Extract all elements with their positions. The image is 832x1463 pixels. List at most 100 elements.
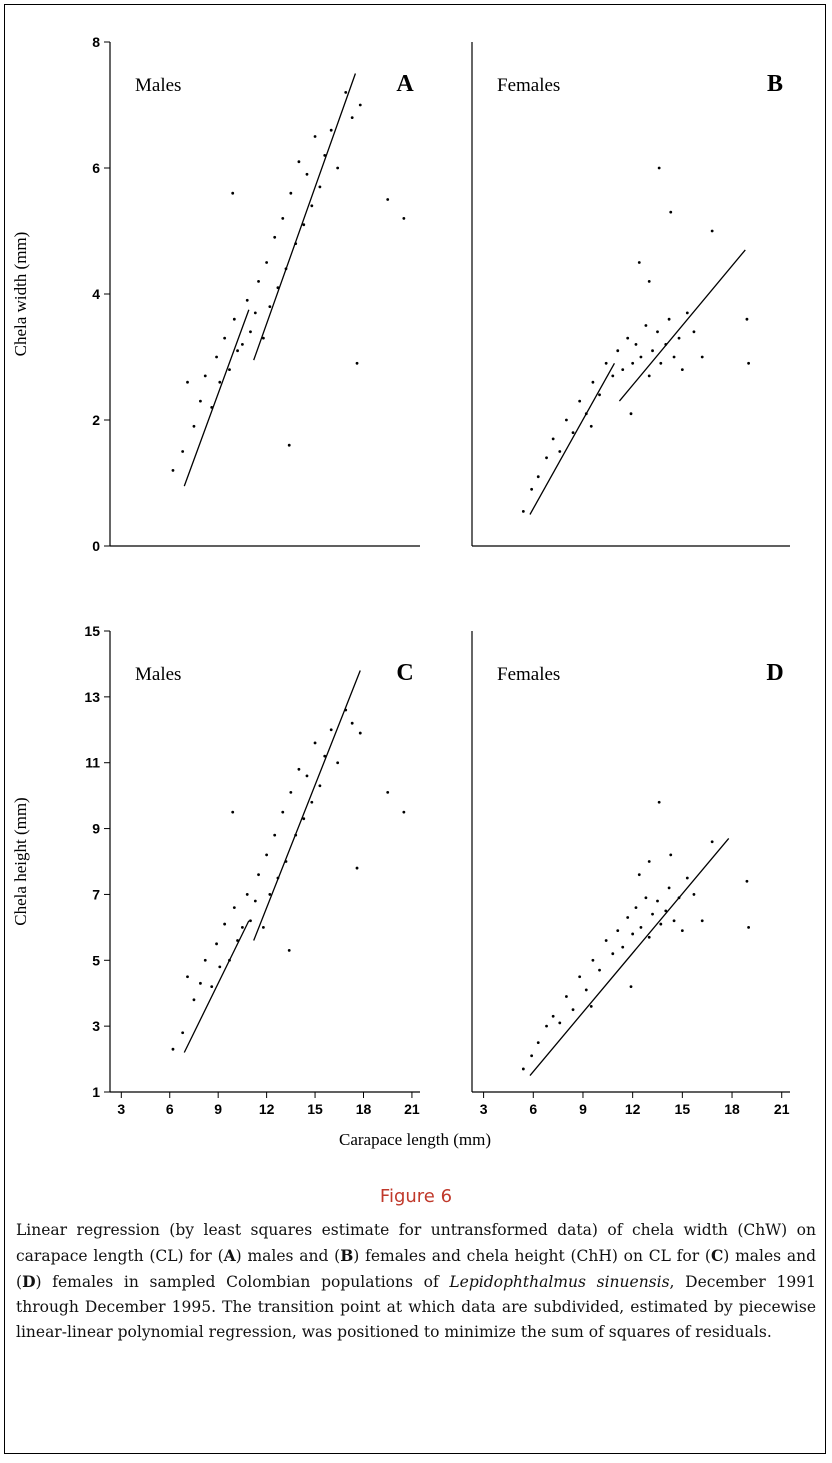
fit-line (529, 838, 730, 1076)
caption-run: Lepidophthalmus sinuensis (449, 1273, 670, 1291)
data-point (626, 336, 630, 340)
data-point (571, 431, 575, 434)
data-point (215, 355, 218, 359)
data-point (310, 204, 314, 208)
caption: Linear regression (by least squares esti… (16, 1218, 816, 1345)
data-point (669, 853, 673, 857)
caption-run: ) females and chela height (ChH) on CL f… (353, 1247, 711, 1265)
chart: Carapace length (mm) 0 2 4 6 8 Males A Chela wi… (11, 34, 790, 1149)
data-point (656, 899, 659, 903)
data-point (692, 330, 696, 334)
data-point (199, 981, 202, 985)
data-point (710, 229, 714, 233)
panel-label: D (766, 660, 783, 686)
caption-run: , December 1991 through December 1995. T… (16, 1273, 816, 1341)
data-point (386, 198, 390, 201)
data-point (659, 361, 663, 365)
data-point (231, 191, 235, 195)
data-point (551, 437, 555, 441)
data-point (253, 899, 257, 903)
data-point (626, 916, 630, 919)
data-point (591, 380, 595, 384)
data-point (545, 1024, 548, 1028)
x-tick-label: 9 (579, 1101, 587, 1117)
data-point (257, 873, 260, 877)
figure-label: Figure 6 (379, 1186, 453, 1207)
data-point (344, 91, 348, 94)
data-point (700, 919, 704, 923)
data-point (536, 1041, 540, 1045)
data-point (232, 906, 236, 909)
x-tick-label: 12 (625, 1101, 641, 1117)
data-point (302, 817, 306, 821)
caption-run: C (710, 1246, 724, 1265)
group-label: Males (135, 75, 181, 96)
y-axis-label: Chela height (mm) (11, 797, 30, 925)
data-point (305, 172, 309, 176)
data-point (240, 925, 244, 929)
fit-line (253, 73, 357, 361)
y-tick-label: 0 (92, 538, 100, 554)
data-point (710, 840, 714, 844)
data-point (647, 860, 651, 863)
caption-run: A (223, 1246, 236, 1265)
y-tick-label: 1 (92, 1084, 100, 1100)
data-point (565, 418, 568, 422)
data-point (249, 919, 252, 923)
data-point (604, 939, 608, 942)
data-point (558, 450, 562, 453)
data-point (203, 958, 207, 962)
data-point (402, 217, 406, 220)
data-point (355, 361, 359, 365)
data-point (657, 166, 661, 170)
data-point (218, 380, 222, 384)
data-point (571, 1008, 575, 1012)
data-point (273, 833, 277, 837)
data-point (261, 925, 265, 929)
y-tick-label: 7 (92, 886, 100, 902)
data-point (667, 317, 671, 321)
data-point (647, 374, 651, 378)
data-point (672, 919, 676, 923)
data-point (692, 893, 696, 896)
fit-line (618, 249, 746, 402)
data-point (745, 879, 749, 883)
data-point (639, 925, 643, 929)
data-point (521, 509, 525, 513)
data-point (236, 349, 239, 353)
data-point (210, 985, 214, 989)
panel-label: A (396, 71, 414, 97)
data-point (659, 922, 663, 926)
data-point (565, 995, 568, 998)
data-point (253, 311, 257, 315)
y-tick-label: 4 (92, 286, 100, 302)
data-point (323, 754, 327, 758)
data-point (637, 261, 641, 264)
data-point (667, 886, 671, 890)
data-point (530, 487, 534, 491)
data-point (261, 336, 265, 340)
data-point (192, 998, 196, 1002)
data-point (350, 116, 354, 119)
data-point (677, 336, 681, 340)
data-point (302, 223, 306, 227)
data-point (657, 800, 661, 804)
data-point (289, 191, 293, 195)
data-point (634, 343, 638, 346)
data-point (629, 985, 633, 989)
data-point (672, 355, 676, 359)
data-point (664, 909, 668, 913)
data-point (578, 975, 582, 979)
data-point (747, 361, 750, 365)
panel-label: B (767, 71, 783, 97)
data-point (402, 810, 406, 814)
data-point (386, 790, 390, 794)
x-tick-label: 3 (117, 1101, 125, 1117)
data-point (350, 721, 354, 725)
data-point (336, 761, 340, 765)
y-tick-label: 5 (92, 952, 100, 968)
data-point (647, 935, 651, 939)
data-point (598, 393, 601, 397)
data-point (257, 280, 260, 283)
